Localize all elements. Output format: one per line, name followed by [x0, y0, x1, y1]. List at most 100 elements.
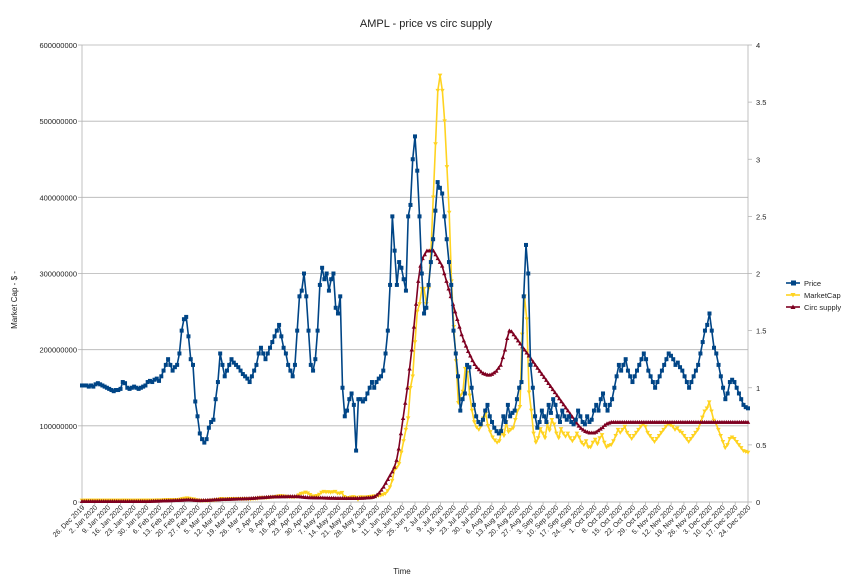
data-point — [718, 433, 723, 438]
data-point — [524, 317, 530, 322]
data-point — [118, 386, 123, 391]
data-point — [605, 408, 610, 413]
data-point — [407, 366, 412, 371]
data-point — [381, 484, 386, 489]
data-point — [544, 377, 549, 382]
data-point — [387, 485, 393, 490]
data-point — [583, 439, 589, 444]
data-point — [567, 436, 573, 441]
data-point — [446, 260, 451, 265]
data-point — [417, 302, 422, 307]
data-point — [437, 259, 443, 264]
data-point — [723, 397, 728, 402]
data-point — [512, 408, 517, 413]
data-point — [709, 409, 714, 414]
data-point — [544, 420, 549, 425]
data-point — [515, 338, 521, 343]
data-point — [159, 374, 164, 379]
data-point — [635, 368, 639, 373]
data-point — [338, 294, 343, 299]
data-point — [611, 439, 616, 444]
data-point — [561, 402, 566, 407]
data-point — [401, 439, 406, 444]
data-point — [168, 362, 173, 367]
data-point — [531, 431, 536, 436]
data-point — [511, 332, 516, 337]
data-point — [351, 402, 356, 407]
data-point — [132, 384, 137, 389]
data-point — [542, 414, 547, 419]
data-point — [572, 436, 577, 441]
data-point — [437, 185, 442, 190]
data-point — [392, 248, 397, 253]
data-point — [394, 465, 400, 470]
data-point — [578, 425, 584, 430]
data-point — [397, 260, 402, 265]
data-point — [725, 391, 730, 396]
data-point — [704, 406, 710, 411]
data-point — [332, 489, 338, 494]
y-tick-label: 200000000 — [39, 346, 77, 355]
data-point — [411, 324, 417, 329]
data-point — [648, 374, 653, 379]
legend-marker — [790, 293, 796, 298]
data-point — [619, 368, 624, 373]
data-point — [340, 385, 345, 390]
data-point — [487, 430, 493, 435]
y2-tick-label: 0 — [756, 498, 760, 507]
data-point — [193, 399, 198, 404]
data-point — [170, 368, 175, 373]
data-point — [688, 436, 694, 441]
data-point — [548, 384, 553, 389]
y-tick-label: 400000000 — [39, 193, 77, 202]
data-point — [277, 322, 282, 327]
data-point — [537, 420, 542, 425]
data-point — [388, 282, 393, 287]
data-point — [587, 420, 592, 425]
data-point — [322, 277, 327, 282]
data-point — [245, 376, 250, 381]
data-point — [406, 214, 411, 219]
data-point — [517, 385, 522, 390]
data-point — [457, 324, 462, 329]
data-point — [732, 436, 737, 441]
data-point — [670, 424, 676, 429]
data-point — [732, 380, 737, 385]
data-point — [147, 378, 152, 383]
data-point — [514, 397, 519, 402]
data-point — [666, 351, 671, 356]
data-point — [650, 380, 655, 385]
data-point — [308, 362, 313, 367]
data-point — [433, 252, 438, 257]
data-point — [686, 440, 691, 445]
data-point — [138, 385, 143, 390]
data-point — [442, 214, 447, 219]
data-point — [541, 374, 547, 379]
data-point — [554, 393, 560, 398]
y-axis-label: Market Cap - $ - — [10, 271, 19, 329]
data-point — [234, 362, 239, 367]
data-point — [528, 362, 533, 367]
data-point — [403, 288, 408, 293]
data-point — [472, 420, 477, 425]
data-point — [98, 382, 103, 387]
data-point — [647, 433, 653, 438]
data-point — [476, 367, 482, 372]
data-point — [413, 301, 419, 306]
y-tick-label: 100000000 — [39, 422, 77, 431]
data-point — [727, 380, 732, 385]
data-point — [379, 374, 384, 379]
data-point — [549, 417, 555, 422]
data-point — [585, 414, 590, 419]
data-point — [598, 426, 603, 431]
data-point — [497, 439, 502, 444]
data-point — [197, 431, 202, 436]
data-point — [593, 429, 599, 434]
data-point — [186, 334, 191, 339]
data-point — [141, 384, 146, 389]
data-point — [297, 294, 302, 299]
data-point — [604, 445, 609, 450]
data-point — [166, 357, 171, 362]
data-point — [672, 427, 678, 432]
data-point — [599, 433, 605, 438]
